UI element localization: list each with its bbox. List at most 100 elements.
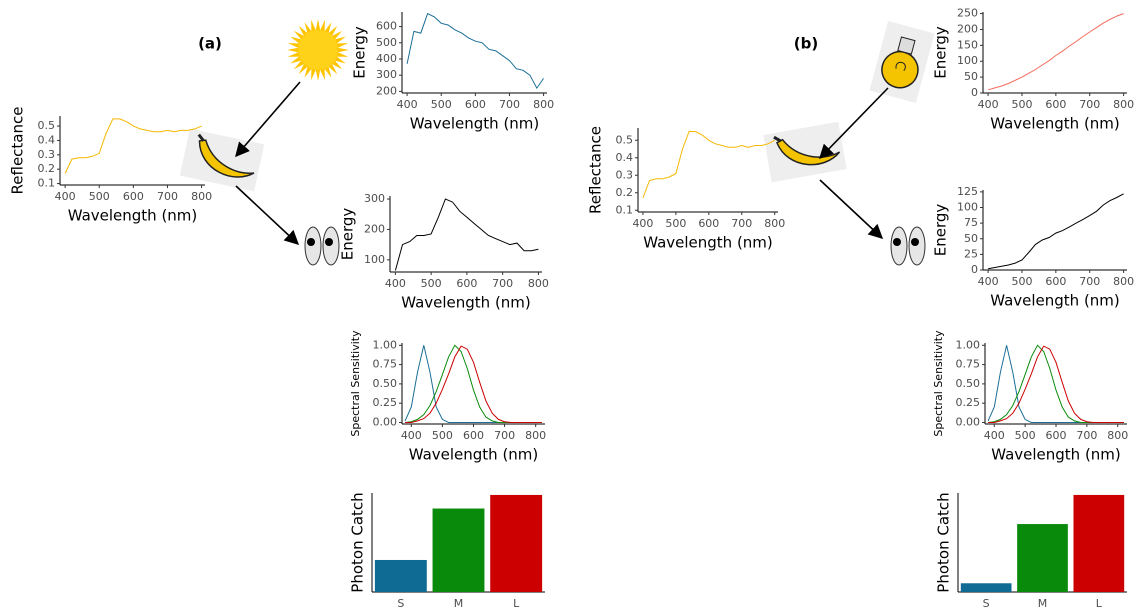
x-tick-label: 600: [123, 190, 144, 203]
y-tick-label: 150: [957, 38, 978, 51]
x-tick-label: 500: [432, 429, 453, 442]
x-tick-label: 400: [397, 98, 418, 111]
x-tick-label: L: [1096, 597, 1103, 610]
x-tick-label: 700: [499, 98, 520, 111]
x-tick-label: 700: [1076, 429, 1097, 442]
data-line: [988, 344, 1124, 423]
bar: [1073, 494, 1125, 592]
y-tick-label: 0.5: [616, 133, 634, 146]
x-tick-label: 700: [494, 429, 515, 442]
x-tick-label: 400: [978, 98, 999, 111]
bar: [1017, 524, 1068, 592]
y-tick-label: 0.00: [956, 415, 981, 428]
y-tick-label: 125: [957, 185, 978, 198]
data-line: [987, 13, 1124, 91]
y-tick-label: 0.4: [38, 133, 56, 146]
x-tick-label: 400: [55, 190, 76, 203]
y-tick-label: 0.3: [38, 148, 56, 161]
y-tick-label: 200: [376, 84, 397, 97]
y-tick-label: 400: [376, 52, 397, 65]
data-line: [987, 345, 1124, 423]
x-tick-label: 800: [191, 190, 212, 203]
x-tick-label: 400: [401, 429, 422, 442]
y-tick-label: 0: [971, 263, 978, 276]
y-axis-title: Spectral Sensitivity: [932, 330, 945, 437]
x-tick-label: 500: [1011, 275, 1032, 288]
x-tick-label: M: [1038, 597, 1048, 610]
x-tick-label: 800: [1113, 98, 1134, 111]
y-tick-label: 100: [957, 54, 978, 67]
x-axis-title: Wavelength (nm): [68, 207, 198, 225]
x-tick-label: 400: [385, 277, 406, 290]
sun-disc: [298, 30, 338, 70]
panel-label: (b): [794, 35, 818, 53]
x-tick-label: S: [397, 597, 404, 610]
y-tick-label: 300: [364, 192, 385, 205]
y-tick-label: 0.75: [956, 358, 981, 371]
y-tick-label: 200: [364, 222, 385, 235]
x-tick-label: 800: [528, 277, 549, 290]
x-tick-label: 500: [431, 98, 452, 111]
data-line: [405, 345, 542, 423]
y-tick-label: 300: [376, 68, 397, 81]
y-tick-label: 600: [376, 20, 397, 33]
y-tick-label: 1.00: [373, 338, 398, 351]
y-axis-title: Energy: [339, 208, 357, 261]
y-tick-label: 0.1: [38, 177, 56, 190]
y-tick-label: 25: [964, 247, 978, 260]
y-axis-title: Photon Catch: [935, 492, 953, 592]
data-line: [405, 344, 542, 423]
y-tick-label: 200: [957, 22, 978, 35]
y-tick-label: 250: [957, 7, 978, 20]
y-tick-label: 0.25: [373, 396, 398, 409]
x-tick-label: 600: [1046, 429, 1067, 442]
panel-label: (a): [198, 35, 222, 53]
data-line: [988, 193, 1124, 270]
x-tick-label: 500: [1015, 429, 1036, 442]
x-tick-label: 600: [465, 98, 486, 111]
data-line: [404, 345, 542, 423]
y-tick-label: 100: [364, 253, 385, 266]
y-axis-title: Energy: [932, 26, 950, 79]
bulb-icon: [869, 21, 935, 103]
bar: [374, 559, 427, 592]
x-tick-label: 500: [665, 217, 686, 230]
x-tick-label: 400: [984, 429, 1005, 442]
x-tick-label: 800: [525, 429, 546, 442]
x-tick-label: 400: [978, 275, 999, 288]
x-tick-label: 400: [632, 217, 653, 230]
x-axis-title: Wavelength (nm): [409, 446, 539, 464]
y-tick-label: 1.00: [956, 338, 981, 351]
y-tick-label: 0.50: [956, 377, 981, 390]
x-tick-label: 600: [463, 429, 484, 442]
y-tick-label: 0.2: [38, 162, 56, 175]
y-axis-title: Reflectance: [587, 126, 605, 214]
x-axis-title: Wavelength (nm): [990, 115, 1120, 133]
y-tick-label: 0.00: [373, 415, 398, 428]
bar: [490, 494, 543, 592]
y-axis-title: Energy: [932, 204, 950, 257]
y-tick-label: 50: [964, 70, 978, 83]
x-tick-label: 700: [731, 217, 752, 230]
data-line: [64, 118, 202, 174]
y-tick-label: 0.2: [616, 186, 634, 199]
y-axis-title: Energy: [351, 26, 369, 79]
x-tick-label: 600: [1045, 98, 1066, 111]
y-axis-title: Photon Catch: [349, 492, 367, 592]
x-tick-label: 700: [1079, 98, 1100, 111]
y-tick-label: 75: [964, 216, 978, 229]
x-tick-label: S: [983, 597, 990, 610]
x-tick-label: 800: [1107, 429, 1128, 442]
x-tick-label: L: [513, 597, 520, 610]
arrows: [235, 81, 889, 245]
y-tick-label: 0.25: [956, 396, 981, 409]
x-tick-label: 600: [1045, 275, 1066, 288]
y-tick-label: 0: [971, 86, 978, 99]
x-tick-label: 700: [492, 277, 513, 290]
x-tick-label: 700: [1079, 275, 1100, 288]
x-tick-label: 800: [533, 98, 554, 111]
bar: [960, 583, 1012, 592]
y-tick-label: 0.75: [373, 358, 398, 371]
x-tick-label: 700: [157, 190, 178, 203]
